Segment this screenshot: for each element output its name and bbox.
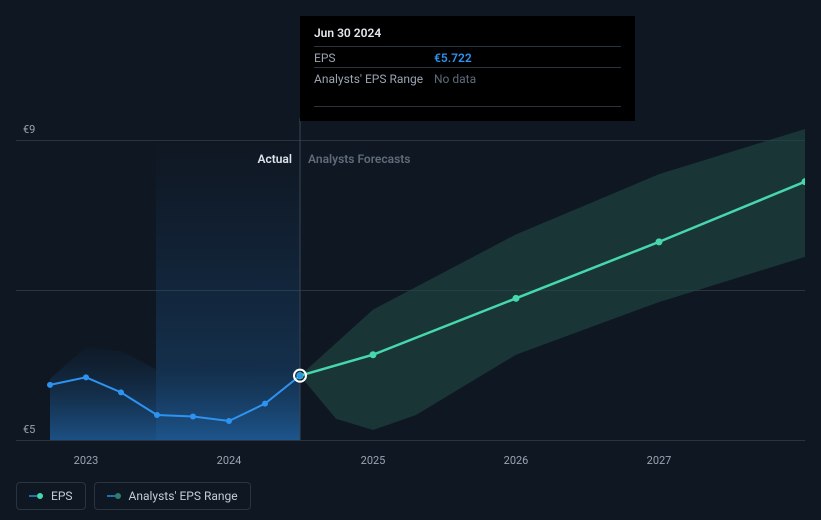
tooltip-value-range: No data — [434, 72, 476, 86]
tooltip-date: Jun 30 2024 — [314, 26, 621, 40]
legend-item-eps[interactable]: EPS — [16, 482, 86, 510]
swatch-line-icon — [107, 495, 115, 497]
tooltip-row-eps: EPS €5.722 — [314, 46, 621, 65]
tooltip-value-eps: €5.722 — [434, 51, 472, 65]
x-axis-label-2025: 2025 — [361, 454, 386, 467]
tooltip-row-range: Analysts' EPS Range No data — [314, 67, 621, 86]
legend-swatch-range — [107, 493, 121, 499]
swatch-dot-icon — [115, 493, 121, 499]
tooltip-key-range: Analysts' EPS Range — [314, 72, 434, 86]
swatch-dot-icon — [37, 493, 43, 499]
tooltip-key-eps: EPS — [314, 51, 434, 65]
legend-label-eps: EPS — [51, 489, 73, 503]
x-axis-label-2023: 2023 — [74, 454, 99, 467]
x-axis-label-2024: 2024 — [217, 454, 242, 467]
legend-label-range: Analysts' EPS Range — [129, 489, 238, 503]
chart-tooltip: Jun 30 2024 EPS €5.722 Analysts' EPS Ran… — [300, 16, 635, 121]
x-axis-label-2026: 2026 — [504, 454, 529, 467]
tooltip-divider — [314, 106, 621, 107]
legend-item-range[interactable]: Analysts' EPS Range — [94, 482, 251, 510]
eps-chart[interactable]: €9 €5 Actual Analysts Forecasts 2023 202… — [16, 0, 805, 460]
chart-legend: EPS Analysts' EPS Range — [16, 482, 251, 510]
legend-swatch-eps — [29, 493, 43, 499]
swatch-line-icon — [29, 495, 37, 497]
x-axis-label-2027: 2027 — [647, 454, 672, 467]
